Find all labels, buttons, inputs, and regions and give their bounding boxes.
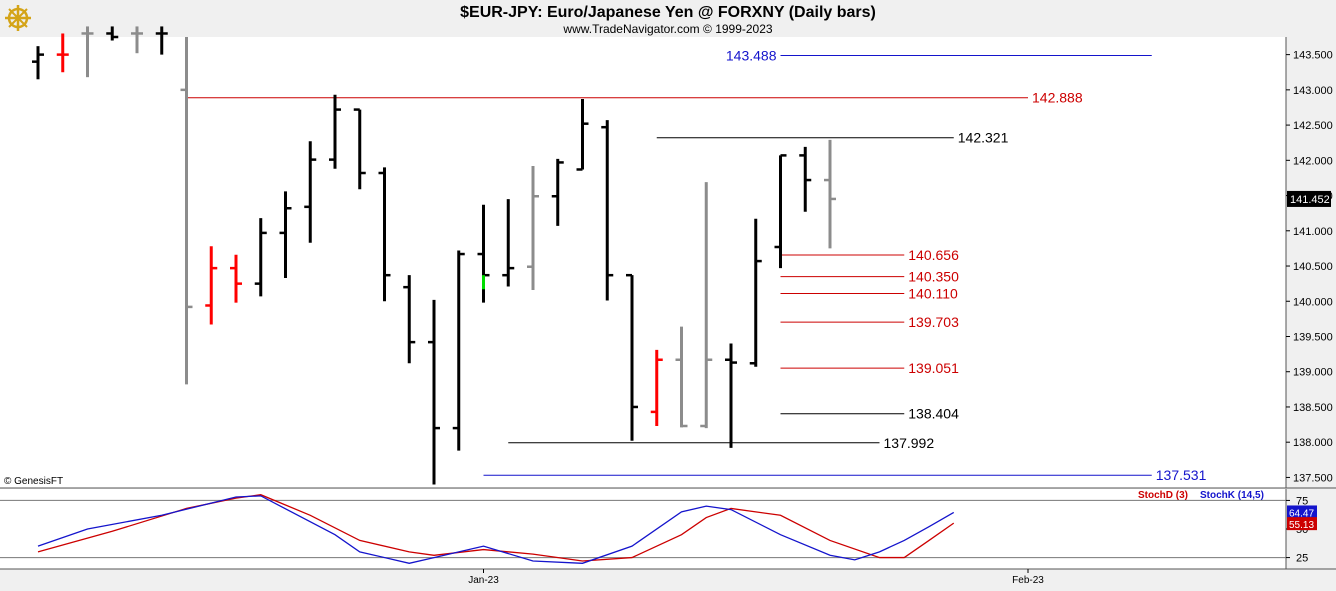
last-price-tag: [1287, 190, 1331, 207]
price-tick-label: 141.000: [1293, 226, 1333, 238]
stoch-k-tag: [1287, 505, 1317, 519]
time-tick-label: Feb-23: [1012, 575, 1044, 586]
ohlc-bar: [502, 199, 515, 287]
level-label: 143.488: [726, 47, 777, 63]
stoch-k-line: [37, 495, 955, 564]
ohlc-bar: [428, 299, 440, 485]
ohlc-bar: [353, 108, 366, 190]
ohlc-bar: [824, 139, 836, 249]
price-tick-label: 142.500: [1293, 120, 1333, 132]
ohlc-bar: [155, 26, 168, 55]
level-label: 140.350: [908, 269, 959, 285]
chart-title: $EUR-JPY: Euro/Japanese Yen @ FORXNY (Da…: [460, 4, 876, 21]
ohlc-bar: [329, 94, 341, 169]
stochastic-pane: [0, 489, 1286, 569]
time-axis: Jan-23 Feb-23: [468, 569, 1044, 586]
ship-wheel-logo-icon: [5, 5, 31, 31]
level-label: 139.703: [908, 314, 959, 330]
chart-subtitle: www.TradeNavigator.com © 1999-2023: [562, 22, 772, 36]
price-tick-label: 137.500: [1293, 472, 1333, 484]
level-label: 138.404: [908, 406, 959, 422]
ohlc-bar: [527, 165, 539, 290]
ohlc-bar: [749, 218, 762, 367]
stoch-d-tag: [1287, 517, 1317, 531]
price-axis: 143.500143.000142.500142.000141.500141.0…: [1286, 50, 1333, 484]
level-label: 140.110: [908, 286, 958, 302]
price-tick-label: 139.000: [1293, 367, 1333, 379]
stoch-d-value: 55.13: [1289, 520, 1314, 531]
ohlc-bar: [180, 37, 193, 385]
ohlc-bar: [700, 182, 713, 429]
ohlc-bar: [601, 120, 614, 301]
price-levels: 143.488 142.888 142.321 140.656 140.350140.1…: [186, 47, 1207, 483]
ohlc-bar: [378, 167, 391, 302]
header-bar: [0, 0, 1336, 37]
stoch-k-legend: StochK (14,5): [1200, 490, 1264, 501]
level-label: 137.992: [884, 435, 935, 451]
level-label: 137.531: [1156, 467, 1207, 483]
price-tick-label: 138.000: [1293, 437, 1333, 449]
ohlc-bar: [799, 146, 812, 212]
ohlc-bar: [551, 158, 564, 226]
ohlc-bar: [254, 218, 267, 297]
ohlc-bar: [279, 191, 292, 279]
ohlc-bar: [403, 275, 416, 364]
ohlc-bar: [56, 33, 69, 73]
stoch-k-value: 64.47: [1289, 508, 1314, 519]
stoch-tick-label: 75: [1296, 495, 1308, 507]
level-label: 140.656: [908, 247, 959, 263]
ohlc-bar: [106, 26, 119, 41]
level-label: 139.051: [908, 360, 959, 376]
ohlc-bar: [576, 99, 589, 171]
price-tick-label: 140.000: [1293, 296, 1333, 308]
time-tick-label: Jan-23: [468, 575, 499, 586]
ohlc-bar: [774, 154, 787, 269]
price-tick-label: 139.500: [1293, 331, 1333, 343]
ohlc-bar: [32, 46, 44, 80]
ohlc-bar: [81, 26, 94, 78]
ohlc-bar: [675, 326, 688, 428]
ohlc-bar: [131, 26, 143, 54]
ohlc-bar: [230, 254, 242, 303]
price-tick-label: 143.500: [1293, 50, 1333, 62]
stoch-tick-label: 25: [1296, 553, 1308, 565]
ohlc-bar: [205, 246, 218, 325]
ohlc-bar: [452, 250, 465, 451]
ohlc-bar: [650, 349, 663, 426]
price-tick-label: 138.500: [1293, 402, 1333, 414]
ohlc-bar: [304, 141, 317, 243]
ohlc-bar: [626, 273, 638, 441]
ohlc-bars: [32, 26, 836, 485]
price-tick-label: 143.000: [1293, 85, 1333, 97]
watermark: © GenesisFT: [4, 476, 63, 487]
last-price-label: 141.452: [1290, 194, 1330, 206]
price-tick-label: 140.500: [1293, 261, 1333, 273]
stoch-d-legend: StochD (3): [1138, 490, 1188, 501]
price-pane: [0, 37, 1286, 488]
ohlc-bar: [725, 343, 737, 448]
level-label: 142.321: [958, 130, 1009, 146]
level-label: 142.888: [1032, 90, 1083, 106]
price-tick-label: 142.000: [1293, 155, 1333, 167]
